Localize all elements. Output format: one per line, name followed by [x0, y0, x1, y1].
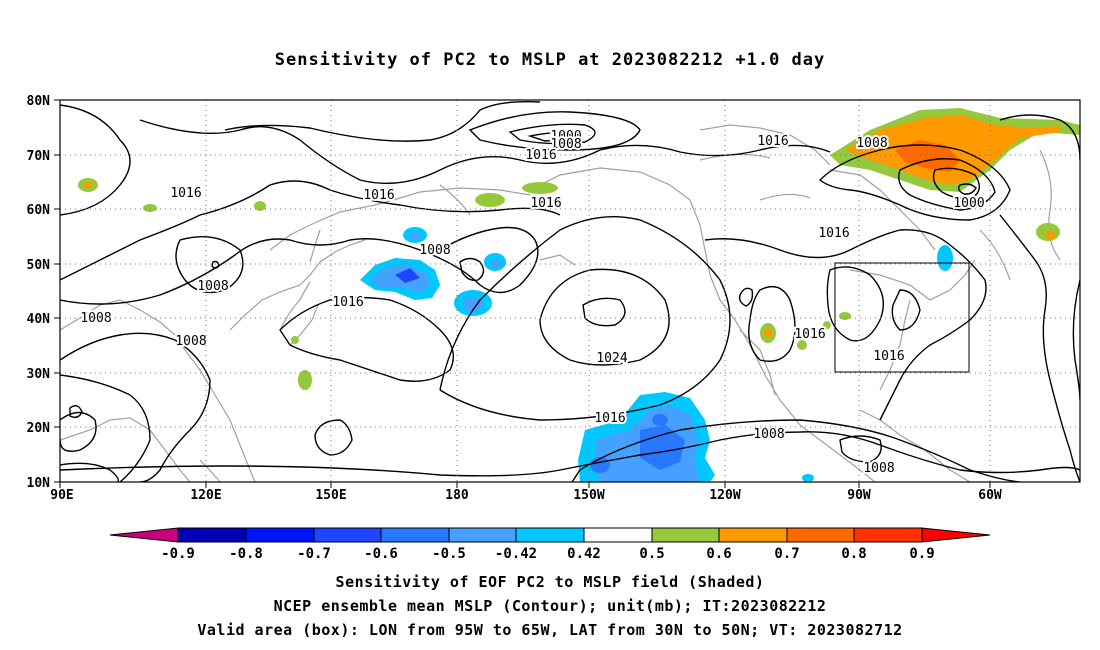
contour-label: 1016: [332, 295, 363, 310]
contour-label: 1008: [419, 243, 450, 258]
contour-label: 1016: [818, 226, 849, 241]
shaded-sensitivity: [78, 108, 1080, 482]
contour-label: 1016: [363, 188, 394, 203]
mslp-contours: [60, 100, 1080, 482]
caption-line-2: NCEP ensemble mean MSLP (Contour); unit(…: [273, 597, 827, 615]
contour-label: 1008: [175, 334, 206, 349]
lat-label: 30N: [27, 367, 51, 382]
colorbar-label: 0.42: [567, 546, 601, 562]
colorbar-segment: [583, 527, 653, 543]
colorbar: -0.9 -0.8 -0.7 -0.6 -0.5 -0.42 0.42 0.5 …: [109, 527, 991, 562]
lat-label: 80N: [27, 94, 51, 109]
colorbar-segment: [853, 527, 923, 543]
colorbar-segment: [245, 527, 315, 543]
colorbar-label: 0.9: [909, 546, 934, 562]
lon-label: 90W: [847, 488, 871, 503]
colorbar-segment: [718, 527, 788, 543]
lat-labels: 80N 70N 60N 50N 40N 30N 20N 10N: [27, 94, 51, 491]
colorbar-label: -0.8: [229, 546, 263, 562]
contour-label: 1008: [863, 461, 894, 476]
lat-label: 20N: [27, 421, 51, 436]
lon-label: 120E: [190, 488, 221, 503]
contour-label: 1008: [197, 279, 228, 294]
lat-label: 50N: [27, 258, 51, 273]
lon-label: 60W: [978, 488, 1002, 503]
colorbar-segment: [313, 527, 382, 543]
lon-label: 90E: [50, 488, 73, 503]
graticule: [60, 100, 1080, 482]
lat-label: 40N: [27, 312, 51, 327]
map-frame: [59, 99, 1081, 483]
lat-label: 70N: [27, 149, 51, 164]
colorbar-label: -0.9: [161, 546, 195, 562]
colorbar-segment: [515, 527, 585, 543]
colorbar-label: 0.6: [706, 546, 731, 562]
lon-label: 120W: [709, 488, 740, 503]
lat-label: 60N: [27, 203, 51, 218]
lat-label: 10N: [27, 476, 51, 491]
colorbar-segment: [921, 527, 991, 543]
colorbar-label: -0.6: [364, 546, 398, 562]
colorbar-label: -0.7: [297, 546, 331, 562]
contour-label: 1016: [594, 411, 625, 426]
lon-label: 150W: [573, 488, 604, 503]
caption-line-1: Sensitivity of EOF PC2 to MSLP field (Sh…: [335, 573, 765, 591]
lon-label: 150E: [315, 488, 346, 503]
contour-label: 1008: [856, 136, 887, 151]
colorbar-segment: [380, 527, 450, 543]
contour-label: 1000: [953, 196, 984, 211]
chart-title: Sensitivity of PC2 to MSLP at 2023082212…: [274, 50, 826, 70]
colorbar-segment: [651, 527, 720, 543]
contour-label: 1016: [873, 349, 904, 364]
contour-label: 1016: [757, 134, 788, 149]
colorbar-label: 0.7: [774, 546, 799, 562]
contour-labels: 1000 1008 1016 1016 1016 1016 1016 1008 …: [78, 127, 986, 478]
colorbar-label: 0.5: [639, 546, 664, 562]
colorbar-labels: -0.9 -0.8 -0.7 -0.6 -0.5 -0.42 0.42 0.5 …: [161, 546, 935, 562]
contour-label: 1000: [550, 129, 581, 144]
contour-label: 1008: [753, 427, 784, 442]
colorbar-segment: [109, 527, 179, 543]
contour-label: 1016: [530, 196, 561, 211]
colorbar-segment: [177, 527, 247, 543]
contour-label: 1016: [794, 327, 825, 342]
map-panel: 1000 1008 1016 1016 1016 1016 1016 1008 …: [27, 94, 1081, 503]
caption-line-3: Valid area (box): LON from 95W to 65W, L…: [197, 621, 903, 639]
lon-labels: 90E 120E 150E 180 150W 120W 90W 60W: [50, 488, 1002, 503]
colorbar-label: -0.42: [495, 546, 537, 562]
colorbar-segment: [786, 527, 855, 543]
colorbar-label: -0.5: [432, 546, 466, 562]
axis-ticks: [54, 99, 991, 488]
contour-label: 1008: [550, 137, 581, 152]
lon-label: 180: [445, 488, 469, 503]
colorbar-segment: [448, 527, 517, 543]
contour-label: 1016: [170, 186, 201, 201]
colorbar-label: 0.8: [841, 546, 866, 562]
contour-label: 1024: [596, 351, 627, 366]
